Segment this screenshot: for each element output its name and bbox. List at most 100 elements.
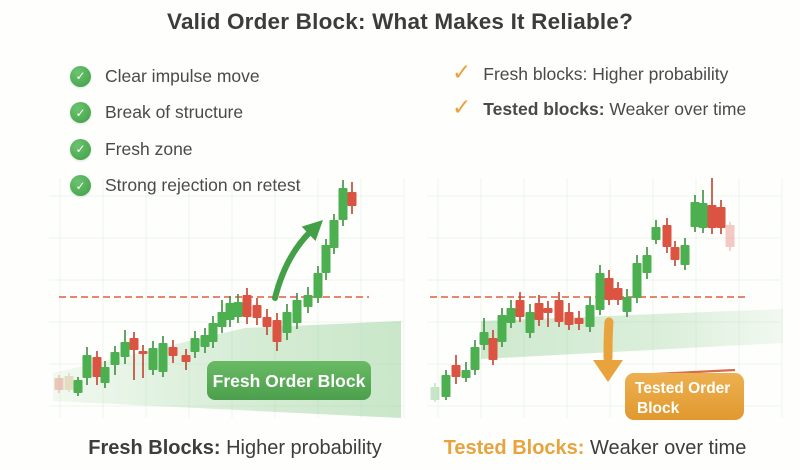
candlestick (525, 304, 535, 338)
caption-rest: Weaker over time (584, 437, 747, 459)
fresh-order-block-chart: Fresh Order Block (49, 178, 405, 418)
item-rest: Weaker over time (604, 98, 747, 119)
checklist-item: ✓ Fresh zone (70, 137, 301, 161)
candlestick (110, 346, 120, 375)
candlestick (670, 241, 680, 266)
down-arrow-icon (593, 317, 623, 382)
candlestick (158, 336, 168, 377)
checklist-item-label: Clear impulse move (105, 65, 260, 86)
fresh-blocks-caption: Fresh Blocks: Higher probability (40, 437, 430, 460)
candlestick (272, 313, 282, 351)
candlestick (292, 293, 302, 329)
candlestick (252, 298, 262, 325)
candlestick (479, 318, 489, 350)
item-prefix: Tested blocks: (483, 98, 605, 119)
checklist-item-label: Break of structure (105, 102, 244, 122)
candlestick (262, 309, 272, 335)
checklist-item-label: Fresh zone (105, 138, 193, 159)
candlestick (303, 287, 313, 313)
check-circle-icon: ✓ (70, 175, 91, 196)
candlestick (680, 238, 690, 270)
candlestick (632, 255, 642, 303)
candlestick (329, 214, 339, 254)
checklist-item: ✓ Clear impulse move (70, 64, 301, 88)
candlestick (642, 247, 652, 279)
candlestick (321, 239, 331, 280)
candlestick (347, 182, 357, 214)
checklist-item: ✓ Strong rejection on retest (70, 174, 301, 198)
candlestick (242, 288, 252, 324)
candles (54, 180, 357, 396)
checklist-item: ✓ Fresh blocks: Higher probability (452, 59, 746, 86)
candlestick (662, 218, 672, 253)
candlestick (190, 331, 200, 358)
candlestick (100, 361, 110, 388)
block-label-text: Tested Order (635, 380, 730, 397)
candlestick (54, 375, 64, 393)
candlestick (554, 292, 564, 327)
fresh-order-block-label: Fresh Order Block (207, 361, 371, 400)
candlestick (217, 300, 227, 333)
candlestick (200, 328, 210, 353)
candlestick (595, 265, 605, 315)
candlestick (451, 355, 461, 384)
candlestick (690, 195, 700, 232)
candlestick (488, 330, 498, 365)
check-circle-icon: ✓ (70, 138, 91, 160)
candlestick (168, 340, 178, 363)
check-icon: ✓ (452, 59, 472, 85)
candlestick (622, 289, 632, 317)
tested-order-block-chart: Tested Order Block (427, 178, 783, 420)
candlestick (707, 178, 717, 234)
check-circle-icon: ✓ (70, 65, 91, 87)
item-rest: Higher probability (587, 63, 729, 84)
candlestick (604, 270, 614, 305)
valid-order-block-checklist: ✓ Clear impulse move ✓ Break of structur… (70, 64, 301, 210)
checklist-item: ✓ Tested blocks: Weaker over time (452, 94, 746, 121)
candles (430, 178, 735, 402)
caption-rest: Higher probability (220, 437, 382, 459)
candlestick (515, 292, 525, 322)
item-prefix: Fresh blocks: (483, 63, 588, 84)
checklist-item: ✓ Break of structure (70, 101, 301, 125)
block-comparison-checklist: ✓ Fresh blocks: Higher probability ✓ Tes… (452, 59, 746, 132)
candlestick (564, 303, 574, 330)
candlestick (120, 330, 130, 364)
candlestick (208, 316, 218, 348)
check-icon: ✓ (452, 94, 472, 120)
candlestick (441, 370, 451, 400)
candlestick (181, 349, 191, 370)
candlestick (233, 294, 243, 323)
candlestick (225, 296, 235, 327)
candlestick (282, 304, 292, 340)
candlestick (92, 351, 102, 385)
candlestick (497, 308, 507, 347)
candlestick (698, 190, 708, 233)
arrow-head (301, 220, 323, 241)
checklist-item-label: Fresh blocks: Higher probability (483, 64, 728, 85)
candlestick (338, 180, 348, 226)
caption-prefix: Tested Blocks: (443, 437, 585, 459)
candlestick (651, 220, 661, 244)
candlestick (430, 383, 440, 402)
tested-order-block-label: Tested Order Block (625, 373, 744, 420)
candlestick (613, 282, 623, 305)
caption-prefix: Fresh Blocks: (88, 437, 221, 459)
candlestick (585, 297, 595, 332)
candlestick (129, 332, 139, 380)
candlestick (313, 266, 323, 303)
candlestick (716, 200, 726, 234)
tested-blocks-caption: Tested Blocks: Weaker over time (420, 437, 770, 460)
candlestick (461, 362, 471, 382)
candlestick (574, 311, 584, 330)
candlestick (534, 295, 544, 326)
candlestick (73, 377, 83, 396)
checklist-item-label: Strong rejection on retest (105, 175, 301, 195)
block-label-text: Block (637, 400, 680, 417)
up-arrow-icon (272, 220, 323, 301)
page-title: Valid Order Block: What Makes It Reliabl… (166, 9, 634, 34)
candlestick (138, 345, 148, 378)
arrow-head (593, 360, 623, 382)
candlestick (725, 222, 735, 251)
checklist-item-label: Tested blocks: Weaker over time (483, 99, 746, 120)
